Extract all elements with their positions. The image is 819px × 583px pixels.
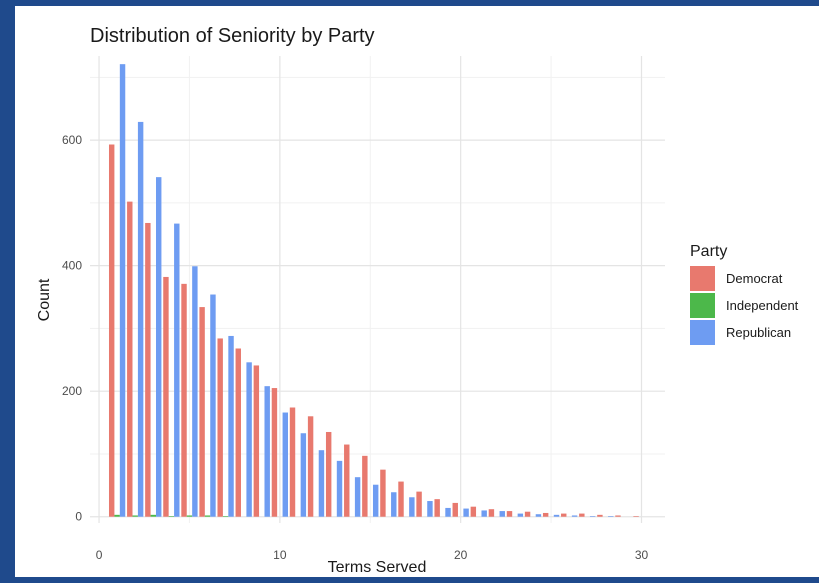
bar-republican-6	[210, 294, 216, 517]
bar-democrat-26	[561, 513, 567, 517]
bar-democrat-22	[488, 509, 495, 517]
bar-republican-14	[354, 477, 361, 517]
bar-republican-7	[228, 335, 234, 517]
x-axis-title: Terms Served	[328, 559, 427, 576]
legend: Party Democrat Independent Republican	[690, 243, 799, 345]
bar-democrat-4	[163, 276, 169, 517]
bar-democrat-18	[416, 491, 422, 517]
bar-democrat-16	[380, 469, 386, 517]
bar-republican-17	[409, 497, 415, 517]
bar-democrat-10	[271, 388, 278, 517]
bar-republican-25	[553, 514, 560, 517]
legend-swatch-republican	[690, 320, 715, 345]
bar-republican-19	[445, 507, 451, 517]
bar-democrat-29	[615, 515, 621, 517]
bar-democrat-2	[127, 201, 133, 517]
legend-label-democrat: Democrat	[726, 271, 783, 286]
seniority-bar-chart: Distribution of Seniority by Party 0 10 20…	[36, 25, 799, 576]
bar-republican-2	[137, 121, 144, 517]
bar-republican-10	[282, 412, 288, 517]
bar-independent-7	[222, 516, 229, 517]
bar-democrat-8	[235, 348, 241, 517]
bar-democrat-6	[199, 307, 205, 517]
bar-republican-8	[246, 362, 252, 517]
bar-independent-6	[204, 515, 211, 517]
bar-republican-21	[481, 510, 487, 517]
bar-democrat-21	[470, 506, 477, 517]
bar-democrat-9	[253, 365, 260, 517]
bar-republican-9	[264, 386, 270, 517]
chart-title: Distribution of Seniority by Party	[90, 25, 375, 47]
bar-democrat-24	[524, 511, 531, 517]
bar-independent-4	[168, 516, 175, 517]
bar-democrat-27	[579, 513, 585, 517]
bar-republican-15	[372, 484, 379, 517]
bar-republican-20	[463, 508, 469, 517]
x-tick-label: 0	[96, 548, 103, 562]
y-tick-label: 400	[62, 259, 82, 273]
bar-republican-26	[571, 515, 578, 517]
chart-frame: Distribution of Seniority by Party 0 10 20…	[15, 6, 819, 577]
bar-democrat-7	[217, 338, 223, 517]
bar-republican-13	[336, 460, 343, 517]
bar-independent-2	[132, 515, 138, 517]
y-tick-label: 0	[75, 510, 82, 524]
bar-democrat-3	[145, 222, 151, 517]
y-tick-labels: 0 200 400 600	[62, 133, 82, 524]
bar-democrat-13	[325, 431, 332, 517]
bar-independent-3	[150, 514, 156, 517]
bar-republican-28	[608, 516, 614, 517]
legend-swatch-democrat	[690, 266, 715, 291]
bar-republican-11	[300, 433, 307, 517]
bar-democrat-30	[633, 516, 639, 517]
legend-title: Party	[690, 243, 727, 260]
bar-democrat-23	[506, 511, 513, 517]
bar-democrat-28	[597, 514, 603, 517]
bar-democrat-17	[398, 481, 404, 517]
bar-republican-23	[517, 513, 524, 517]
legend-label-republican: Republican	[726, 325, 791, 340]
bar-republican-4	[174, 223, 180, 517]
x-tick-label: 10	[273, 548, 287, 562]
bar-democrat-19	[434, 499, 440, 517]
grid-lines	[90, 56, 665, 523]
bar-democrat-15	[362, 455, 368, 517]
bar-democrat-25	[542, 512, 549, 517]
y-tick-label: 200	[62, 384, 82, 398]
bar-democrat-1	[108, 144, 115, 517]
bar-democrat-20	[452, 502, 458, 517]
bar-democrat-11	[289, 407, 296, 517]
bar-republican-12	[318, 450, 325, 517]
x-tick-label: 20	[454, 548, 468, 562]
bar-republican-16	[391, 492, 397, 517]
bar-republican-24	[535, 514, 542, 517]
bar-republican-1	[119, 64, 126, 517]
y-axis-title: Count	[36, 278, 53, 321]
bar-republican-22	[499, 511, 505, 517]
y-tick-label: 600	[62, 133, 82, 147]
legend-label-independent: Independent	[726, 298, 799, 313]
x-tick-labels: 0 10 20 30	[96, 548, 649, 562]
bar-republican-5	[192, 266, 198, 517]
bar-democrat-5	[181, 283, 187, 517]
bar-independent-5	[186, 515, 193, 517]
x-tick-label: 30	[635, 548, 649, 562]
bars	[108, 64, 639, 517]
bar-democrat-14	[344, 444, 350, 517]
legend-swatch-independent	[690, 293, 715, 318]
bar-independent-1	[114, 514, 120, 517]
bar-republican-3	[155, 177, 162, 517]
bar-republican-27	[589, 516, 596, 517]
bar-democrat-12	[307, 416, 314, 517]
bar-republican-18	[427, 501, 433, 517]
